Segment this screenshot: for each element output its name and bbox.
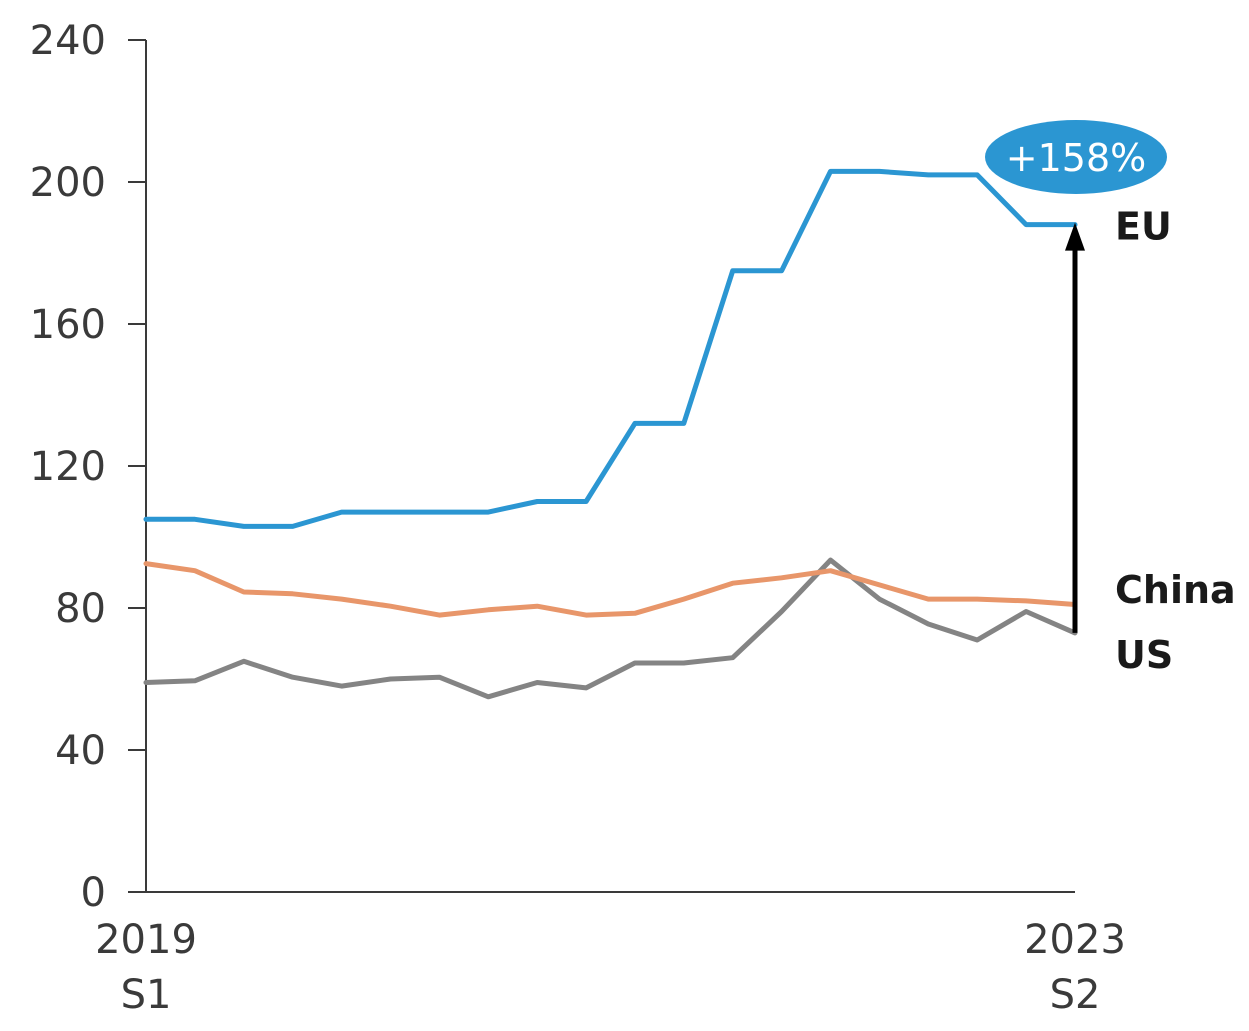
x-tick-label-semester: S2 [1050, 972, 1101, 1018]
y-tick-label: 80 [55, 586, 106, 632]
growth-badge: +158% [985, 120, 1167, 194]
series-line-eu [143, 168, 1078, 529]
growth-badge-label: +158% [1006, 136, 1146, 180]
series-line-china [143, 561, 1078, 618]
x-tick-label-year: 2023 [1024, 917, 1126, 963]
series-label-eu: EU [1115, 205, 1172, 249]
series-label-us: US [1115, 633, 1173, 677]
x-tick-label-year: 2019 [95, 917, 197, 963]
y-axis: 0 40 80 120 160 200 240 [30, 18, 147, 916]
y-tick-label: 160 [30, 302, 106, 348]
y-tick-label: 240 [30, 18, 106, 64]
series-line-us [143, 557, 1078, 700]
y-tick-label: 120 [30, 444, 106, 490]
growth-arrow [1065, 222, 1085, 633]
series-label-china: China [1115, 568, 1236, 612]
x-axis: 2019 S1 2023 S2 [95, 891, 1126, 1018]
y-tick-label: 0 [81, 870, 106, 916]
y-tick-label: 200 [30, 160, 106, 206]
growth-badge-bubble [985, 120, 1167, 194]
growth-arrow-head [1065, 222, 1085, 251]
series-labels: EU China US [1115, 205, 1236, 677]
series-lines [143, 168, 1078, 700]
x-tick-label-semester: S1 [121, 972, 172, 1018]
y-tick-label: 40 [55, 728, 106, 774]
